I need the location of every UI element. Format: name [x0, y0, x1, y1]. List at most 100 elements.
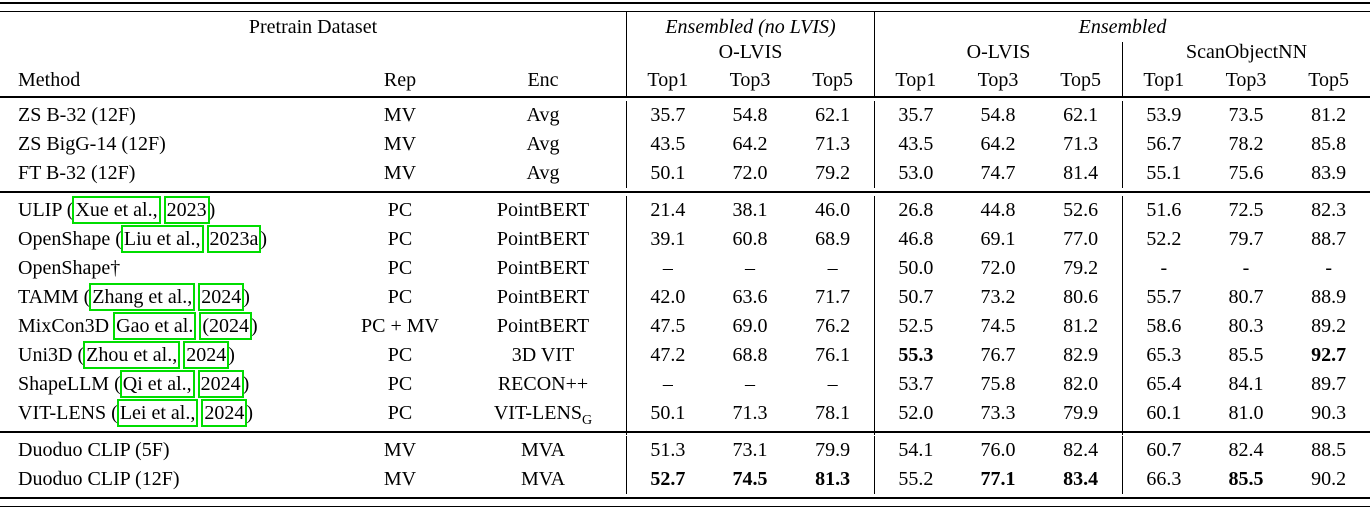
method-text: [194, 286, 199, 308]
rep-cell: MV: [383, 104, 417, 126]
bottom-rule: [0, 497, 1370, 507]
value-cell: 79.7: [1228, 228, 1264, 250]
value-cell: 64.2: [732, 133, 768, 155]
value-cell: 76.1: [815, 344, 851, 366]
citation-link[interactable]: 2023: [163, 196, 210, 224]
citation-link[interactable]: Qi et al.,: [119, 370, 195, 398]
top-rule: [0, 2, 1370, 12]
method-cell: TAMM (Zhang et al., 2024): [0, 283, 340, 312]
rep-column-header: Rep: [383, 69, 417, 91]
value-cell: –: [827, 257, 838, 279]
method-text: ZS B-32 (12F): [18, 104, 136, 126]
rep-cell: MV: [383, 468, 417, 490]
citation-link[interactable]: 2024: [198, 283, 245, 311]
value-cell: 26.8: [873, 196, 957, 225]
enc-cell: Avg: [526, 104, 560, 126]
value-cell: 81.2: [1311, 104, 1347, 126]
enc-cell: PointBERT: [496, 199, 590, 221]
value-cell: –: [744, 373, 755, 395]
row-group: ZS B-32 (12F) MV Avg 35.7 54.8 62.1 35.7 54.8 62…: [0, 98, 1370, 191]
metric-header: Top5: [812, 69, 854, 91]
method-text: Duoduo CLIP (12F): [18, 468, 180, 490]
header-row-datasets: O-LVIS O-LVIS ScanObjectNN: [0, 42, 1370, 64]
metric-header: Top1: [626, 64, 709, 96]
rep-cell: PC: [387, 402, 413, 424]
method-text: Duoduo CLIP (5F): [18, 439, 170, 461]
value-cell: 74.7: [980, 162, 1016, 184]
value-cell: -: [1121, 254, 1205, 283]
value-cell: 85.5: [1228, 468, 1264, 490]
method-text: Uni3D (: [18, 344, 85, 366]
value-cell: 80.3: [1228, 315, 1264, 337]
header-row-columns: Method Rep Enc Top1 Top3 Top5 Top1 Top3 …: [0, 64, 1370, 96]
method-text: ): [243, 286, 250, 308]
method-cell: MixCon3D Gao et al. (2024): [0, 312, 340, 341]
method-text: VIT-LENS (: [18, 402, 118, 424]
value-cell: 88.7: [1311, 228, 1347, 250]
method-text: ): [250, 315, 258, 337]
value-cell: 55.3: [873, 341, 957, 370]
rep-cell: PC: [387, 373, 413, 395]
citation-link[interactable]: Lei et al.,: [116, 399, 199, 427]
value-cell: 54.8: [732, 104, 768, 126]
row-group: Duoduo CLIP (5F) MV MVA 51.3 73.1 79.9 54.1 76.…: [0, 433, 1370, 497]
value-cell: 52.5: [873, 312, 957, 341]
value-cell: 71.3: [1063, 133, 1099, 155]
method-cell: ZS BigG-14 (12F): [0, 130, 340, 159]
citation-link[interactable]: 2024: [183, 341, 230, 369]
value-cell: 63.6: [732, 286, 768, 308]
method-text: [179, 344, 184, 366]
value-cell: 82.3: [1311, 199, 1347, 221]
rep-cell: PC: [387, 228, 413, 250]
value-cell: 82.4: [1063, 439, 1099, 461]
dataset-header-scanobjectnn: ScanObjectNN: [1122, 42, 1370, 64]
citation-link[interactable]: Zhou et al.,: [83, 341, 181, 369]
table-row: Duoduo CLIP (12F) MV MVA 52.7 74.5 81.3 55.2 77…: [0, 465, 1370, 494]
method-cell: ZS B-32 (12F): [0, 101, 340, 130]
citation-link[interactable]: 2024: [201, 399, 248, 427]
enc-cell: RECON++: [497, 373, 589, 395]
method-text: [195, 315, 200, 337]
value-cell: 74.5: [980, 315, 1016, 337]
method-cell: ULIP (Xue et al., 2023): [0, 196, 340, 225]
rep-cell: MV: [383, 133, 417, 155]
value-cell: -: [1325, 257, 1332, 279]
citation-link[interactable]: 2023a: [206, 225, 262, 253]
citation-link[interactable]: (2024: [199, 312, 252, 340]
citation-link[interactable]: Zhang et al.,: [89, 283, 196, 311]
group-header-ensembled: Ensembled: [874, 12, 1370, 42]
value-cell: 73.5: [1228, 104, 1264, 126]
value-cell: –: [744, 257, 755, 279]
value-cell: 47.5: [626, 312, 709, 341]
value-cell: 58.6: [1121, 312, 1205, 341]
citation-link[interactable]: Liu et al.,: [120, 225, 204, 253]
value-cell: 42.0: [626, 283, 709, 312]
rep-cell: PC: [387, 344, 413, 366]
value-cell: 88.5: [1311, 439, 1347, 461]
value-cell: 76.7: [980, 344, 1016, 366]
citation-link[interactable]: 2024: [197, 370, 244, 398]
method-cell: ShapeLLM (Qi et al., 2024): [0, 370, 340, 399]
value-cell: 54.1: [873, 436, 957, 465]
value-cell: 69.1: [980, 228, 1016, 250]
value-cell: 82.4: [1228, 439, 1264, 461]
header-row-groups: Pretrain Dataset Ensembled (no LVIS) Ens…: [0, 12, 1370, 42]
value-cell: 80.6: [1063, 286, 1099, 308]
value-cell: –: [626, 370, 709, 399]
enc-cell: PointBERT: [496, 315, 590, 337]
value-cell: 79.2: [1063, 257, 1099, 279]
enc-cell: PointBERT: [496, 286, 590, 308]
value-cell: 60.8: [732, 228, 768, 250]
value-cell: 79.9: [815, 439, 851, 461]
value-cell: 92.7: [1311, 344, 1347, 366]
citation-link[interactable]: Gao et al.: [113, 312, 197, 340]
value-cell: 39.1: [626, 225, 709, 254]
group-header-ensembled-no-lvis: Ensembled (no LVIS): [626, 12, 874, 42]
value-cell: 81.3: [815, 468, 851, 490]
table-row: OpenShape (Liu et al., 2023a) PC PointBERT…: [0, 225, 1370, 254]
citation-link[interactable]: Xue et al.,: [72, 196, 161, 224]
enc-cell: Avg: [526, 162, 560, 184]
table-row: OpenShape† PC PointBERT – – –50.0 72.0 79.2- - -: [0, 254, 1370, 283]
value-cell: 81.2: [1063, 315, 1099, 337]
value-cell: 74.5: [732, 468, 768, 490]
